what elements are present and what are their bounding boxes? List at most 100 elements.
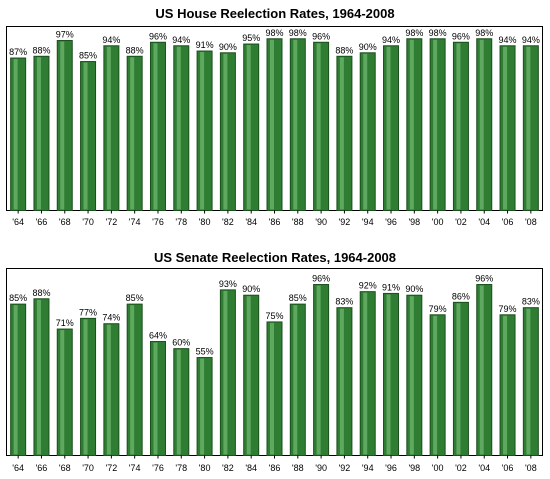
senate-bar-highlight-19 — [456, 303, 461, 455]
senate-value-label-5: 85% — [126, 293, 144, 303]
house-value-label-17: 98% — [405, 28, 423, 38]
senate-tick-label-18: '00 — [432, 463, 444, 473]
senate-value-label-21: 79% — [499, 304, 517, 314]
house-bar-highlight-15 — [363, 53, 368, 210]
house-bar-highlight-10 — [246, 45, 251, 210]
house-value-label-19: 96% — [452, 31, 470, 41]
senate-tick-label-17: '98 — [408, 463, 420, 473]
senate-bar-highlight-9 — [223, 290, 228, 455]
senate-bar-18 — [429, 314, 446, 456]
senate-bar-highlight-16 — [386, 294, 391, 455]
senate-tick-label-10: '84 — [245, 463, 257, 473]
house-tick-label-0: '64 — [12, 217, 24, 227]
house-tick-label-3: '70 — [82, 217, 94, 227]
house-bar-0 — [10, 57, 27, 211]
senate-value-label-14: 83% — [335, 297, 353, 307]
senate-tick-label-2: '68 — [59, 463, 71, 473]
senate-tick-label-15: '94 — [362, 463, 374, 473]
senate-bar-highlight-3 — [83, 319, 88, 455]
house-bar-highlight-21 — [503, 46, 508, 210]
senate-bar-highlight-10 — [246, 296, 251, 455]
house-value-label-14: 88% — [335, 45, 353, 55]
house-bar-4 — [103, 45, 120, 212]
house-bar-2 — [56, 40, 73, 212]
senate-value-label-17: 90% — [405, 284, 423, 294]
senate-bar-15 — [359, 291, 376, 457]
senate-bar-0 — [10, 303, 27, 456]
senate-bar-16 — [383, 292, 400, 456]
house-bar-12 — [289, 38, 306, 212]
house-tick-label-21: '06 — [502, 217, 514, 227]
senate-value-label-19: 86% — [452, 291, 470, 301]
house-tick-label-9: '82 — [222, 217, 234, 227]
house-bar-11 — [266, 38, 283, 212]
house-bar-highlight-9 — [223, 53, 228, 210]
senate-value-label-18: 79% — [429, 304, 447, 314]
house-bar-highlight-5 — [130, 57, 135, 210]
senate-bars — [10, 284, 539, 457]
house-bar-17 — [406, 38, 423, 212]
senate-value-label-22: 83% — [522, 297, 540, 307]
senate-value-label-15: 92% — [359, 281, 377, 291]
house-bar-highlight-12 — [293, 39, 298, 210]
house-bar-highlight-16 — [386, 46, 391, 210]
house-value-labels: 87% 88% 97% 85% 94% 88% 96% 94% 91% 90% 95% 98% 98% 9… — [9, 28, 540, 61]
senate-bar-1 — [33, 298, 50, 457]
senate-bar-highlight-1 — [36, 299, 41, 455]
senate-tick-label-21: '06 — [502, 463, 514, 473]
senate-bar-highlight-13 — [316, 285, 321, 455]
senate-tick-label-5: '74 — [129, 463, 141, 473]
house-tick-label-1: '66 — [36, 217, 48, 227]
house-tick-label-6: '76 — [152, 217, 164, 227]
house-value-label-16: 94% — [382, 35, 400, 45]
senate-value-label-0: 85% — [9, 293, 27, 303]
house-bar-19 — [452, 41, 469, 212]
senate-bar-2 — [56, 328, 73, 456]
house-bar-highlight-11 — [270, 39, 274, 210]
house-bar-9 — [219, 52, 236, 211]
senate-value-label-11: 75% — [265, 311, 283, 321]
house-bar-highlight-14 — [339, 57, 344, 210]
house-tick-label-7: '78 — [175, 217, 187, 227]
house-bar-highlight-20 — [479, 39, 484, 210]
senate-tick-label-1: '66 — [36, 463, 48, 473]
house-tick-label-2: '68 — [59, 217, 71, 227]
senate-bar-11 — [266, 321, 283, 456]
senate-bar-3 — [80, 317, 97, 456]
senate-bar-highlight-4 — [106, 324, 111, 455]
house-value-label-3: 85% — [79, 51, 97, 61]
house-chart-svg: US House Reelection Rates, 1964-2008 87%… — [6, 6, 543, 227]
house-bar-20 — [476, 38, 493, 212]
house-tick-label-18: '00 — [432, 217, 444, 227]
house-value-label-10: 95% — [242, 33, 260, 43]
senate-tick-label-20: '04 — [478, 463, 490, 473]
house-value-label-22: 94% — [522, 35, 540, 45]
house-bar-10 — [243, 43, 260, 212]
house-bar-highlight-13 — [316, 43, 321, 210]
house-bar-14 — [336, 55, 353, 211]
senate-bar-6 — [149, 341, 166, 456]
senate-tick-label-14: '92 — [339, 463, 351, 473]
senate-reelection-chart: US Senate Reelection Rates, 1964-2008 85… — [0, 241, 550, 479]
senate-bar-8 — [196, 357, 213, 456]
senate-x-ticks: '64 '66 '68 '70 '72 '74 '76 '78 '80 '82 '84 '86 '88 '… — [12, 455, 537, 473]
house-value-label-4: 94% — [102, 35, 120, 45]
senate-bar-highlight-7 — [176, 349, 181, 455]
house-value-label-9: 90% — [219, 42, 237, 52]
house-bar-7 — [173, 45, 190, 212]
senate-tick-label-8: '80 — [199, 463, 211, 473]
senate-value-label-7: 60% — [172, 338, 190, 348]
senate-bar-19 — [452, 301, 469, 457]
senate-tick-label-9: '82 — [222, 463, 234, 473]
senate-bar-17 — [406, 294, 423, 457]
senate-bar-highlight-8 — [200, 358, 205, 455]
house-value-label-5: 88% — [126, 45, 144, 55]
senate-tick-label-3: '70 — [82, 463, 94, 473]
house-bar-highlight-6 — [153, 43, 158, 210]
house-bar-15 — [359, 52, 376, 211]
house-reelection-chart: US House Reelection Rates, 1964-2008 87%… — [0, 0, 550, 238]
house-value-label-11: 98% — [265, 28, 283, 38]
senate-value-label-2: 71% — [56, 318, 74, 328]
senate-bar-highlight-14 — [339, 308, 344, 455]
house-value-label-2: 97% — [56, 30, 74, 40]
